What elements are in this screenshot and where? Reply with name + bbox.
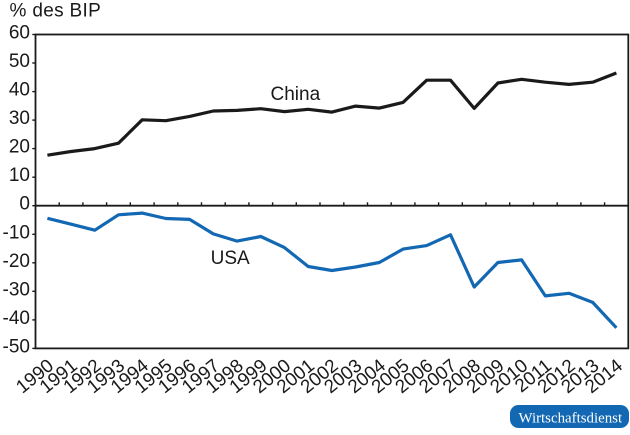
svg-text:-40: -40 [3, 308, 30, 329]
svg-text:Wirtschaftsdienst: Wirtschaftsdienst [518, 410, 622, 426]
svg-text:30: 30 [9, 108, 30, 129]
svg-text:-10: -10 [3, 222, 30, 243]
svg-text:China: China [271, 84, 321, 105]
svg-text:60: 60 [9, 23, 30, 44]
svg-text:10: 10 [9, 165, 30, 186]
svg-text:USA: USA [211, 248, 250, 269]
svg-text:20: 20 [9, 137, 30, 158]
svg-text:% des BIP: % des BIP [10, 0, 102, 21]
svg-text:0: 0 [19, 194, 30, 215]
svg-text:-20: -20 [3, 251, 30, 272]
svg-text:40: 40 [9, 80, 30, 101]
svg-text:-30: -30 [3, 279, 30, 300]
svg-text:-50: -50 [3, 336, 30, 357]
svg-text:50: 50 [9, 51, 30, 72]
